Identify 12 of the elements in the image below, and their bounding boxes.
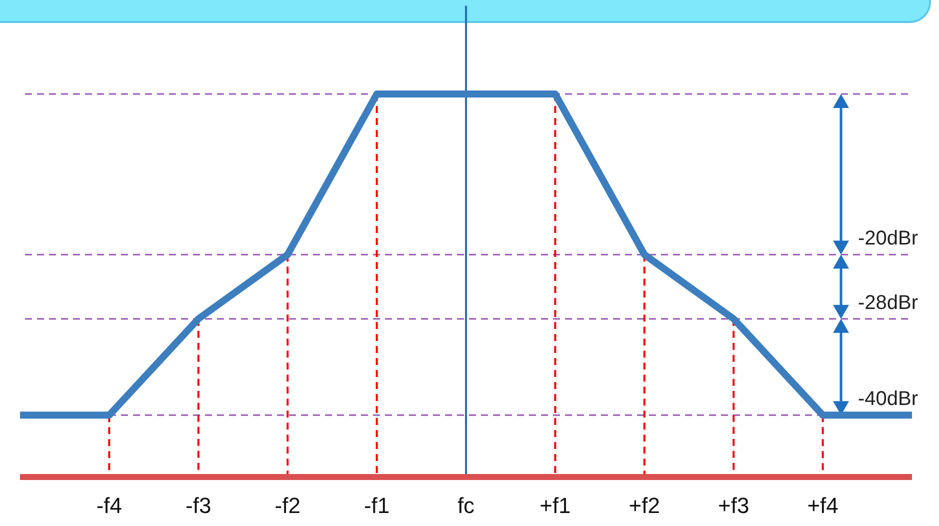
x-tick-label: -f1 xyxy=(364,493,390,518)
x-tick-label: +f3 xyxy=(718,493,750,518)
ref-line-label: -28dBr xyxy=(858,292,918,314)
x-tick-label: -f3 xyxy=(186,493,212,518)
ref-line-label: -40dBr xyxy=(858,388,918,410)
x-tick-label: fc xyxy=(457,493,475,518)
x-tick-label: +f1 xyxy=(540,493,571,518)
x-tick-label: +f4 xyxy=(807,493,838,518)
x-tick-label: +f2 xyxy=(628,493,660,518)
ref-line-label: -20dBr xyxy=(858,228,918,250)
x-tick-label: -f4 xyxy=(96,493,122,518)
x-tick-label: -f2 xyxy=(274,493,300,518)
